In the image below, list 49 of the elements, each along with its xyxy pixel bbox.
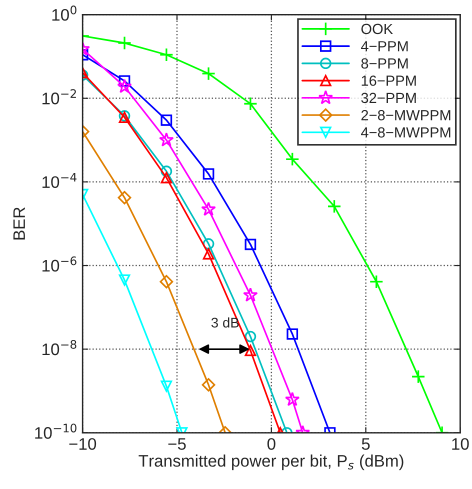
y-axis-title: BER [13,207,25,240]
point [369,274,384,289]
point [285,152,300,166]
legend-label: 2−8−MWPPM [361,110,450,120]
point [160,114,172,126]
point [118,274,130,286]
point [159,48,174,62]
point [244,330,256,342]
point [160,172,172,184]
legend-label: 16−PPM [362,76,416,86]
point [243,287,258,302]
y-tick-label: 10$^{0}$ [52,6,76,21]
point [411,370,426,384]
y-tick-label: 10$^{−10}$ [35,424,76,439]
x-tick-label: −10 [69,438,96,450]
x-tick-label: 0 [267,438,276,450]
point [286,328,298,340]
y-tick-label: 10$^{−8}$ [42,340,76,356]
y-tick-label: 10$^{−4}$ [42,172,76,188]
legend-label: 8−PPM [361,58,408,69]
point [284,392,300,406]
legend-label: 4−PPM [361,41,408,52]
point [118,75,130,87]
point [243,96,258,111]
point [202,168,214,180]
point [160,380,172,392]
point [201,66,216,81]
legend-label: 32−PPM [361,92,416,104]
point [118,190,132,204]
point [117,36,132,50]
point [201,202,216,216]
x-tick-label: −5 [168,438,186,450]
y-tick-label: 10$^{−2}$ [42,89,76,104]
legend-label: OOK [361,24,393,34]
point [158,132,174,147]
point [244,238,256,250]
y-tick-label: 10$^{−6}$ [42,256,76,272]
point [244,344,256,356]
point [160,166,172,177]
x-tick-label: 5 [362,438,370,450]
x-axis-title: Transmitted power per bit, P$_{s}$ (dBm) [138,454,404,470]
point [117,78,132,94]
point [202,248,214,260]
point [202,238,214,250]
point [327,199,342,214]
x-tick-label: 10 [452,438,469,450]
legend-label: 4−8−MWPPM [361,127,450,138]
point [160,274,174,288]
point [202,378,216,392]
